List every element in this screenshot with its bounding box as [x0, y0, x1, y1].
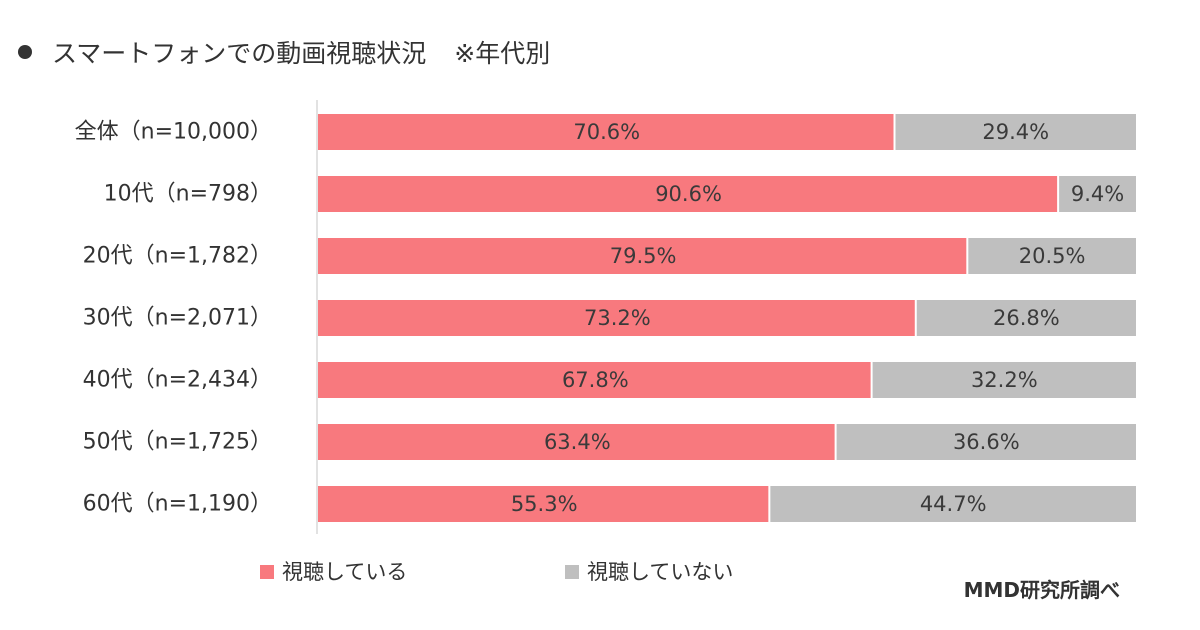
- title-bullet-icon: [18, 45, 32, 59]
- bar-watching: [318, 486, 769, 522]
- category-label: 60代（n=1,190）: [83, 492, 272, 517]
- bar-not-watching: [1059, 176, 1136, 212]
- bar-not-watching: [895, 114, 1136, 150]
- category-label: 50代（n=1,725）: [83, 430, 272, 455]
- source-note: MMD研究所調べ: [963, 578, 1120, 602]
- category-label: 30代（n=2,071）: [83, 306, 272, 331]
- bar-not-watching: [872, 362, 1136, 398]
- legend-label-not-watching: 視聴していない: [587, 560, 733, 584]
- legend-swatch-watching: [260, 565, 274, 579]
- bar-watching: [318, 424, 835, 460]
- data-label-not-watching: 29.4%: [982, 120, 1049, 144]
- data-label-watching: 73.2%: [584, 306, 651, 330]
- bar-watching: [318, 114, 894, 150]
- data-label-not-watching: 20.5%: [1019, 244, 1086, 268]
- legend-swatch-not-watching: [565, 565, 579, 579]
- data-label-watching: 67.8%: [562, 368, 629, 392]
- data-label-watching: 70.6%: [573, 120, 640, 144]
- bar-not-watching: [968, 238, 1136, 274]
- data-label-not-watching: 26.8%: [993, 306, 1060, 330]
- data-label-not-watching: 32.2%: [971, 368, 1038, 392]
- data-label-watching: 90.6%: [655, 182, 722, 206]
- category-label: 20代（n=1,782）: [83, 244, 272, 269]
- bar-not-watching: [836, 424, 1136, 460]
- bar-watching: [318, 238, 967, 274]
- bar-watching: [318, 362, 871, 398]
- chart-title-note: ※年代別: [454, 39, 551, 68]
- category-label: 10代（n=798）: [104, 182, 272, 207]
- category-label: 40代（n=2,434）: [83, 368, 272, 393]
- legend-label-watching: 視聴している: [282, 560, 407, 584]
- data-label-watching: 55.3%: [511, 492, 578, 516]
- category-label: 全体（n=10,000）: [75, 120, 272, 145]
- bar-not-watching: [916, 300, 1136, 336]
- chart-title-row: スマートフォンでの動画視聴状況 ※年代別: [18, 34, 550, 70]
- data-label-not-watching: 9.4%: [1071, 182, 1124, 206]
- data-label-watching: 63.4%: [544, 430, 611, 454]
- chart-title: スマートフォンでの動画視聴状況: [52, 39, 427, 68]
- bar-watching: [318, 176, 1058, 212]
- bar-not-watching: [770, 486, 1136, 522]
- data-label-watching: 79.5%: [610, 244, 677, 268]
- data-label-not-watching: 44.7%: [920, 492, 987, 516]
- bar-watching: [318, 300, 915, 336]
- data-label-not-watching: 36.6%: [953, 430, 1020, 454]
